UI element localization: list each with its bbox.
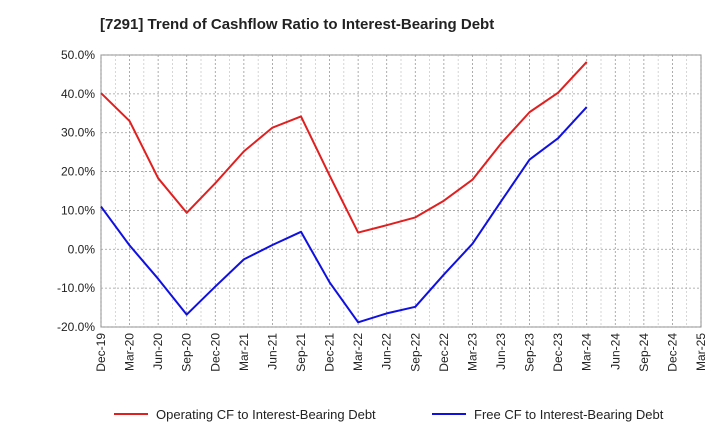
x-axis: Dec-19 Mar-20 Jun-20 Sep-20 Dec-20 Mar-21 Jun-…: [94, 333, 708, 372]
series-line-1: [100, 61, 588, 234]
x-tick-label: Mar-21: [237, 333, 251, 371]
x-tick-label: Sep-22: [408, 333, 422, 372]
x-tick-label: Mar-24: [580, 333, 594, 371]
chart-title: [7291] Trend of Cashflow Ratio to Intere…: [100, 16, 494, 33]
x-tick-label: Dec-22: [437, 333, 451, 372]
y-tick-label: 30.0%: [61, 126, 95, 140]
legend: Operating CF to Interest-Bearing Debt Fre…: [114, 407, 664, 422]
series-lines: [100, 61, 588, 324]
x-tick-label: Dec-19: [94, 333, 108, 372]
x-tick-label: Sep-21: [294, 333, 308, 372]
legend-label-1: Operating CF to Interest-Bearing Debt: [156, 407, 376, 422]
x-tick-label: Mar-25: [694, 333, 708, 371]
y-tick-label: -20.0%: [57, 320, 95, 334]
x-tick-label: Jun-24: [608, 333, 622, 370]
y-tick-label: -10.0%: [57, 281, 95, 295]
y-axis: 50.0% 40.0% 30.0% 20.0% 10.0% 0.0% -10.0% -20.0…: [57, 48, 95, 334]
x-tick-label: Sep-24: [637, 333, 651, 372]
grid-lines: [100, 54, 702, 328]
series-line-2: [100, 106, 588, 324]
x-tick-label: Dec-24: [665, 333, 679, 372]
y-tick-label: 50.0%: [61, 48, 95, 62]
x-tick-label: Jun-23: [494, 333, 508, 370]
y-tick-label: 10.0%: [61, 203, 95, 217]
y-tick-label: 20.0%: [61, 165, 95, 179]
legend-label-2: Free CF to Interest-Bearing Debt: [474, 407, 664, 422]
x-tick-label: Jun-21: [265, 333, 279, 370]
y-tick-label: 0.0%: [68, 242, 96, 256]
x-tick-label: Jun-22: [380, 333, 394, 370]
x-tick-label: Sep-23: [523, 333, 537, 372]
x-tick-label: Jun-20: [151, 333, 165, 370]
x-tick-label: Dec-21: [323, 333, 337, 372]
x-tick-label: Mar-20: [123, 333, 137, 371]
y-tick-label: 40.0%: [61, 87, 95, 101]
x-tick-label: Mar-23: [465, 333, 479, 371]
x-tick-label: Sep-20: [180, 333, 194, 372]
x-tick-label: Mar-22: [351, 333, 365, 371]
x-tick-label: Dec-20: [208, 333, 222, 372]
x-tick-label: Dec-23: [551, 333, 565, 372]
